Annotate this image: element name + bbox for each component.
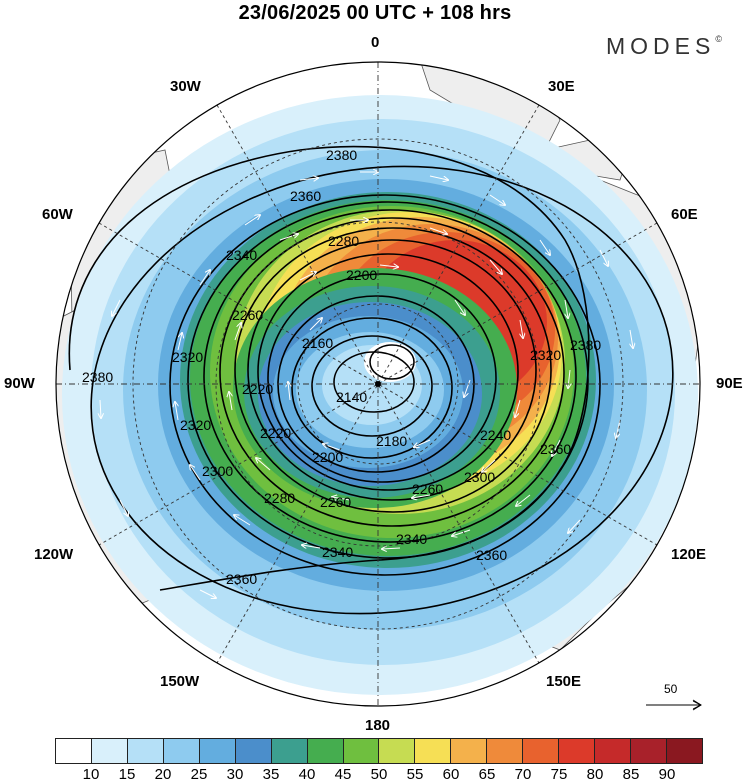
contour-label: 2260 [232,307,263,323]
colorbar-tick-label: 90 [658,766,676,783]
colorbar-tick-label: 35 [262,766,280,783]
reference-vector-arrow [646,699,702,711]
lon-label-90w: 90W [4,375,35,392]
lon-label-150e: 150E [546,673,582,690]
contour-label: 2160 [302,335,333,351]
colorbar-swatch [451,739,488,763]
colorbar-tick-label: 20 [154,766,172,783]
colorbar-swatch [56,739,92,763]
colorbar-swatch [487,739,524,763]
contour-label: 2280 [328,233,359,249]
copyright-mark: © [715,34,722,44]
contour-label: 2220 [242,381,273,397]
colorbar-swatch [595,739,631,763]
contour-label: 2380 [326,147,357,163]
colorbar-swatch [666,739,702,763]
lon-label-60w: 60W [42,206,73,223]
contour-label: 2360 [540,441,571,457]
colorbar-swatch [379,739,416,763]
contour-label: 2340 [226,247,257,263]
lon-label-90e: 90E [716,375,743,392]
colorbar-tick-label: 75 [550,766,568,783]
contour-label: 2300 [202,463,233,479]
colorbar-swatch [163,739,200,763]
colorbar-swatch [343,739,380,763]
lon-label-0: 0 [371,34,380,51]
contour-label: 2380 [82,369,113,385]
colorbar-tick-label: 30 [226,766,244,783]
contour-label: 2200 [346,267,377,283]
contour-label: 2220 [260,425,291,441]
contour-label: 2360 [226,571,257,587]
colorbar-swatch [127,739,164,763]
contour-label: 2240 [480,427,511,443]
colorbar-tick-label: 25 [190,766,208,783]
colorbar-swatch [91,739,128,763]
brand-name: MODES [606,33,716,59]
colorbar-tick-label: 10 [82,766,100,783]
colorbar-tick-label: 45 [334,766,352,783]
contour-label: 2360 [476,547,507,563]
colorbar-tick-label: 70 [514,766,532,783]
colorbar-swatch [523,739,560,763]
colorbar-swatch [415,739,452,763]
contour-label: 2140 [336,389,367,405]
contour-label: 2200 [312,449,343,465]
lon-label-30w: 30W [170,78,201,95]
reference-vector-label: 50 [664,682,678,696]
polar-map: 2380 2360 2340 2280 2200 2260 2320 2160 … [55,61,701,707]
colorbar-swatch [271,739,308,763]
contour-label: 2260 [320,494,351,510]
lon-label-120w: 120W [34,546,74,563]
north-pole-marker [375,381,381,387]
lon-label-180: 180 [365,717,391,734]
contour-label: 2320 [530,347,561,363]
lon-label-30e: 30E [548,78,575,95]
colorbar-tick-label: 85 [622,766,640,783]
map-boundary [55,61,701,707]
contour-label: 2320 [180,417,211,433]
contour-line [68,145,590,591]
height-contours [68,145,674,615]
contour-label: 2280 [264,490,295,506]
colorbar-swatch [559,739,596,763]
contour-label: 2320 [172,349,203,365]
lon-label-150w: 150W [160,673,200,690]
colorbar-tick-label: 40 [298,766,316,783]
contour-label: 2180 [376,433,407,449]
contour-label-group: 2380 2360 2340 2280 2200 2260 2320 2160 … [82,147,601,587]
colorbar-tick-label: 55 [406,766,424,783]
contour-label: 2340 [396,531,427,547]
colorbar-swatch [631,739,667,763]
lon-label-60e: 60E [671,206,698,223]
colorbar-tick-label: 50 [370,766,388,783]
contour-label: 2360 [290,188,321,204]
colorbar [55,738,703,764]
contour-label: 2300 [464,469,495,485]
brand-logo: MODES© [606,33,722,60]
colorbar-swatch [235,739,272,763]
colorbar-swatch [307,739,344,763]
colorbar-tick-label: 65 [478,766,496,783]
wind-vectors [100,172,633,598]
colorbar-swatch [199,739,236,763]
contour-label: 2380 [570,337,601,353]
colorbar-tick-label: 60 [442,766,460,783]
contour-label: 2340 [322,544,353,560]
wind-speed-shading [62,95,698,695]
graticule [56,62,700,706]
colorbar-tick-label: 80 [586,766,604,783]
colorbar-tick-label: 15 [118,766,136,783]
lon-label-120e: 120E [671,546,707,563]
map-title: 23/06/2025 00 UTC + 108 hrs [238,2,512,24]
contour-label: 2260 [412,481,443,497]
